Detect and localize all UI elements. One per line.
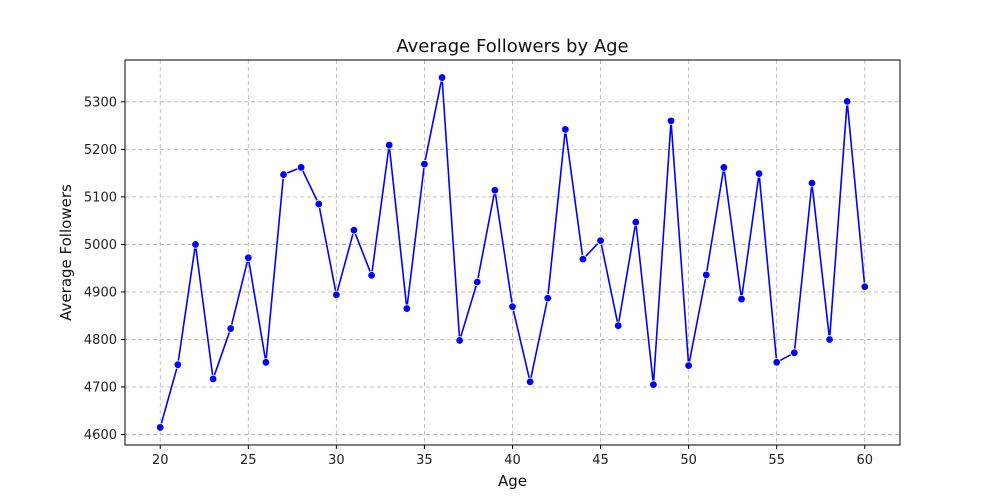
y-axis-label: Average Followers: [57, 184, 75, 321]
data-series: [156, 73, 869, 432]
x-tick-label: 60: [856, 453, 873, 468]
data-point: [825, 335, 834, 344]
x-axis-label: Age: [498, 472, 527, 490]
x-tick-label: 25: [240, 453, 257, 468]
x-tick-label: 50: [680, 453, 697, 468]
chart-title: Average Followers by Age: [396, 36, 628, 57]
data-point: [244, 253, 253, 262]
data-point: [719, 163, 729, 172]
data-point: [543, 293, 552, 303]
data-point: [473, 277, 482, 287]
y-tick-label: 5200: [84, 143, 117, 158]
y-tick-label: 5100: [84, 190, 117, 205]
y-tick-label: 5300: [84, 95, 117, 110]
data-point: [525, 377, 535, 386]
data-point: [314, 199, 323, 209]
data-point: [490, 186, 500, 195]
x-axis-ticks: 20 25 30 35 40 45 50 55 60: [152, 445, 873, 468]
data-point: [684, 361, 693, 370]
data-point: [508, 302, 517, 311]
data-point: [613, 321, 623, 330]
x-tick-label: 55: [768, 453, 785, 468]
x-tick-label: 30: [328, 453, 345, 468]
plot-frame: [124, 59, 901, 446]
data-point: [737, 294, 746, 304]
data-point: [860, 282, 869, 291]
data-point: [279, 170, 288, 179]
data-point: [578, 254, 588, 264]
data-point: [367, 271, 376, 280]
data-point: [807, 178, 817, 188]
data-point: [173, 360, 183, 369]
data-point: [455, 336, 464, 345]
x-tick-label: 20: [152, 453, 169, 468]
data-point: [402, 304, 412, 313]
data-point: [349, 225, 359, 235]
data-point: [420, 159, 429, 169]
data-point: [666, 116, 676, 126]
y-tick-label: 4700: [84, 381, 117, 396]
y-tick-label: 5000: [84, 238, 117, 253]
data-point: [226, 324, 235, 333]
x-tick-label: 45: [592, 453, 609, 468]
data-point: [631, 217, 640, 227]
y-tick-label: 4600: [84, 428, 117, 443]
data-point: [842, 97, 852, 106]
data-point: [332, 290, 341, 300]
y-tick-label: 4900: [84, 285, 117, 300]
data-point: [561, 125, 570, 134]
data-point: [649, 380, 658, 389]
y-tick-label: 4800: [84, 333, 117, 348]
data-point: [596, 236, 605, 245]
data-point: [702, 270, 711, 280]
data-point: [437, 73, 447, 82]
y-axis-ticks: 4600 4700 4800 4900 5000 5100 5200 5300: [84, 95, 125, 443]
x-tick-label: 35: [416, 453, 433, 468]
data-point: [754, 169, 764, 178]
data-point: [296, 163, 306, 172]
data-point: [790, 348, 799, 357]
data-point: [156, 423, 165, 432]
data-point: [261, 358, 271, 367]
data-point: [208, 374, 218, 384]
grid-lines: [125, 60, 900, 445]
data-point: [385, 140, 394, 150]
x-tick-label: 40: [504, 453, 521, 468]
data-point: [191, 240, 200, 249]
data-point: [772, 358, 781, 367]
